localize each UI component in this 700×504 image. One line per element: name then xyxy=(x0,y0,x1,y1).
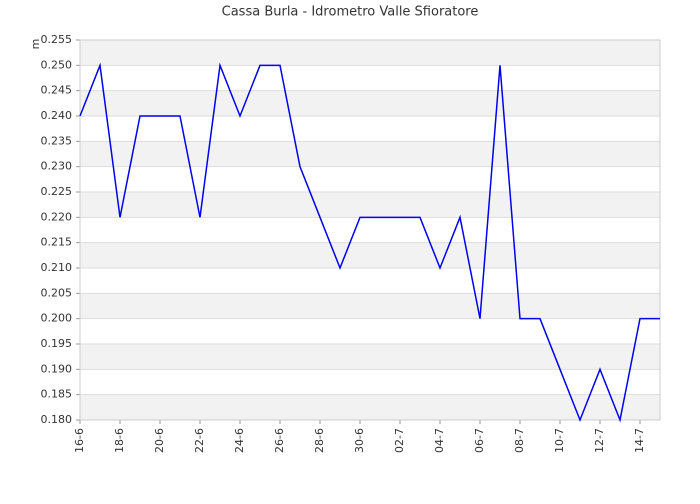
x-tick-label: 10-7 xyxy=(553,428,566,453)
x-tick-label: 16-6 xyxy=(73,428,86,453)
chart-title: Cassa Burla - Idrometro Valle Sfioratore xyxy=(222,5,479,20)
y-tick-label: 0.185 xyxy=(41,388,73,401)
y-tick-label: 0.205 xyxy=(41,286,73,299)
grid-band xyxy=(80,40,660,66)
data-line xyxy=(79,62,660,423)
y-tick-label: 0.215 xyxy=(41,236,73,249)
y-tick-label: 0.210 xyxy=(41,261,73,274)
grid-band xyxy=(80,242,660,268)
y-tick-label: 0.235 xyxy=(41,134,73,147)
x-tick-label: 28-6 xyxy=(313,428,326,453)
y-tick-label: 0.200 xyxy=(41,312,73,325)
x-tick-label: 24-6 xyxy=(233,428,246,453)
y-tick-label: 0.240 xyxy=(41,109,73,122)
x-tick-label: 22-6 xyxy=(193,428,206,453)
x-tick-label: 12-7 xyxy=(593,428,606,453)
y-tick-label: 0.190 xyxy=(41,362,73,375)
grid-band xyxy=(80,90,660,116)
y-tick-label: 0.180 xyxy=(41,413,73,426)
y-tick-label: 0.225 xyxy=(41,185,73,198)
x-tick-label: 14-7 xyxy=(633,428,646,453)
y-tick-label: 0.220 xyxy=(41,210,73,223)
x-tick-label: 18-6 xyxy=(113,428,126,453)
x-tick-label: 08-7 xyxy=(513,428,526,453)
y-tick-label: 0.250 xyxy=(41,58,73,71)
y-tick-label: 0.255 xyxy=(41,33,73,46)
x-tick-label: 30-6 xyxy=(353,428,366,453)
y-tick-label: 0.245 xyxy=(41,84,73,97)
x-tick-label: 02-7 xyxy=(393,428,406,453)
grid-band xyxy=(80,192,660,218)
grid-band xyxy=(80,293,660,319)
x-tick-label: 20-6 xyxy=(153,428,166,453)
y-tick-label: 0.195 xyxy=(41,337,73,350)
x-tick-label: 26-6 xyxy=(273,428,286,453)
plot-frame xyxy=(79,39,661,421)
y-axis-label: m xyxy=(29,39,42,50)
x-tick-label: 06-7 xyxy=(473,428,486,453)
grid-band xyxy=(80,394,660,420)
x-tick-label: 04-7 xyxy=(433,428,446,453)
grid-band xyxy=(80,141,660,167)
grid-band xyxy=(80,344,660,370)
y-tick-label: 0.230 xyxy=(41,160,73,173)
